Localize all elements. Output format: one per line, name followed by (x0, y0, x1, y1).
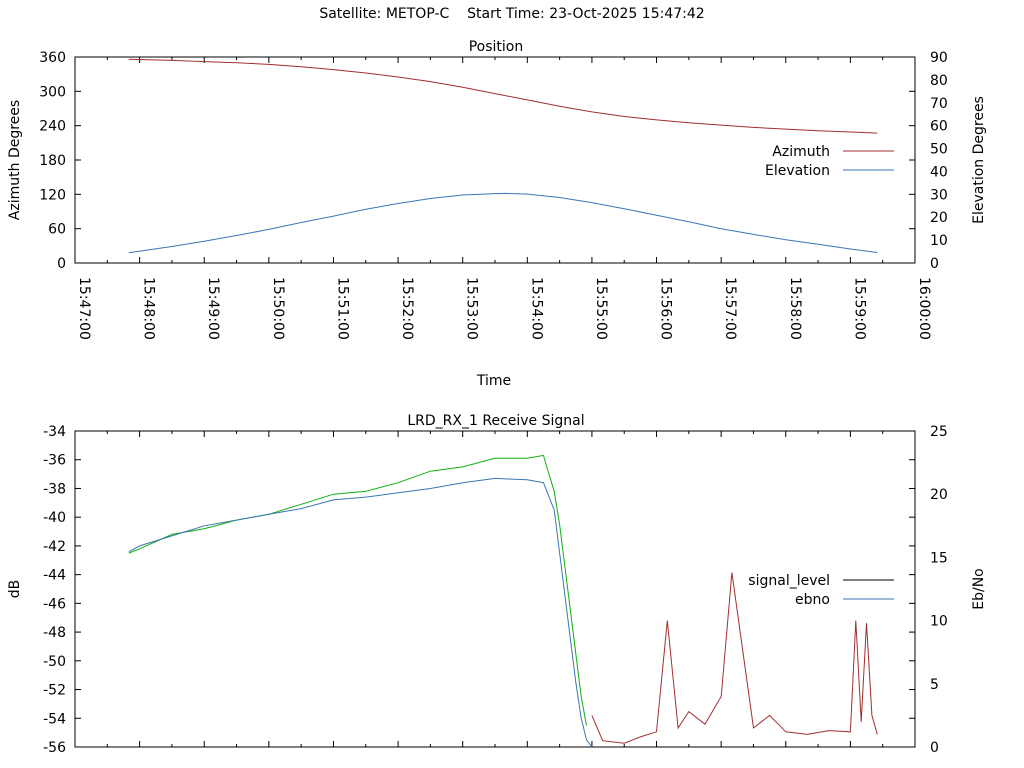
x-tick-label: 15:57:00 (722, 277, 738, 340)
position-x-axis-label: Time (476, 373, 511, 389)
position-y2-axis-label: Elevation Degrees (971, 96, 987, 224)
x-tick-label: 15:50:00 (270, 277, 286, 340)
x-tick-label: 15:56:00 (658, 277, 674, 340)
x-tick-label: 15:59:00 (851, 277, 867, 340)
position-y2-axis: 0 10 20 30 40 50 60 70 80 90 (930, 50, 948, 272)
signal-chart-title: LRD_RX_1 Receive Signal (407, 413, 584, 429)
signal-y2-axis: 0 5 10 15 20 25 (930, 424, 948, 756)
legend-label-elevation: Elevation (765, 163, 830, 179)
signal-y-axis-label: dB (7, 580, 23, 599)
x-tick-label: 15:52:00 (399, 277, 415, 340)
x-tick-label: 15:48:00 (141, 277, 157, 340)
y-tick-label: -56 (43, 740, 66, 756)
x-tick-label: 15:53:00 (464, 277, 480, 340)
y-tick-label: 60 (48, 222, 66, 238)
x-tick-label: 15:54:00 (528, 277, 544, 340)
position-x-axis: 15:47:00 15:48:00 15:49:00 15:50:00 15:51:00… (74, 57, 932, 340)
position-chart: Position 0 60 120 180 240 300 360 0 10 20 30 40 50 6… (7, 39, 987, 389)
y-tick-label: 0 (57, 256, 66, 272)
y-tick-label: -48 (43, 625, 66, 641)
position-y-axis: 0 60 120 180 240 300 360 (39, 50, 915, 272)
series-line-azimuth (128, 58, 878, 134)
y2-tick-label: 0 (930, 740, 939, 756)
y-tick-label: -40 (43, 510, 66, 526)
x-tick-label: 15:58:00 (787, 277, 803, 340)
series-line-red (591, 572, 878, 744)
x-tick-label: 15:51:00 (334, 277, 350, 340)
start-time-label: Start Time: 23-Oct-2025 15:47:42 (467, 6, 705, 22)
page-header: Satellite: METOP-C Start Time: 23-Oct-20… (0, 6, 1024, 22)
y-tick-label: 360 (39, 50, 66, 66)
series-line-elevation (128, 192, 878, 254)
y-tick-label: -36 (43, 453, 66, 469)
y-tick-label: 120 (39, 187, 66, 203)
y-tick-label: -50 (43, 654, 66, 670)
y-tick-label: -54 (43, 711, 66, 727)
satellite-label: Satellite: METOP-C (319, 6, 450, 22)
y2-tick-label: 80 (930, 73, 948, 89)
y2-tick-label: 50 (930, 142, 948, 158)
y-tick-label: 180 (39, 153, 66, 169)
y2-tick-label: 20 (930, 210, 948, 226)
y2-tick-label: 10 (930, 233, 948, 249)
series-line-green (128, 454, 587, 726)
x-tick-label: 16:00:00 (916, 277, 932, 340)
position-plot-frame (74, 56, 916, 264)
y-tick-label: -38 (43, 481, 66, 497)
y2-tick-label: 30 (930, 187, 948, 203)
legend-label-azimuth: Azimuth (772, 144, 830, 160)
x-tick-label: 15:49:00 (205, 277, 221, 340)
legend-label-ebno: ebno (795, 592, 830, 608)
legend-label-signal-level: signal_level (748, 573, 830, 589)
position-chart-title: Position (469, 39, 524, 55)
y2-tick-label: 15 (930, 550, 948, 566)
position-legend: Azimuth Elevation (765, 144, 894, 179)
signal-series (128, 454, 878, 748)
y2-tick-label: 20 (930, 487, 948, 503)
signal-chart: LRD_RX_1 Receive Signal -56-54-52-50-48-… (7, 413, 987, 756)
y2-tick-label: 40 (930, 164, 948, 180)
y2-tick-label: 10 (930, 614, 948, 630)
y2-tick-label: 5 (930, 677, 939, 693)
y2-tick-label: 60 (930, 119, 948, 135)
signal-x-axis (74, 431, 916, 747)
y-tick-label: -34 (43, 424, 66, 440)
signal-y2-axis-label: Eb/No (971, 568, 987, 610)
y-tick-label: 300 (39, 84, 66, 100)
y2-tick-label: 25 (930, 424, 948, 440)
y2-tick-label: 0 (930, 256, 939, 272)
y-tick-label: -42 (43, 539, 66, 555)
signal-y-axis: -56 -54 -52 -50 -48 -46 -44 -42 -40 -38 -36 -34 (43, 424, 915, 756)
x-tick-label: 15:47:00 (76, 277, 92, 340)
y-tick-label: -44 (43, 568, 66, 584)
series-line-blue (128, 477, 593, 748)
position-series (128, 58, 878, 254)
x-tick-label: 15:55:00 (593, 277, 609, 340)
y2-tick-label: 70 (930, 96, 948, 112)
y-tick-label: -46 (43, 596, 66, 612)
y-tick-label: 240 (39, 119, 66, 135)
y-tick-label: -52 (43, 683, 66, 699)
y2-tick-label: 90 (930, 50, 948, 66)
position-y-axis-label: Azimuth Degrees (7, 100, 23, 220)
signal-legend: signal_level ebno (748, 573, 894, 608)
